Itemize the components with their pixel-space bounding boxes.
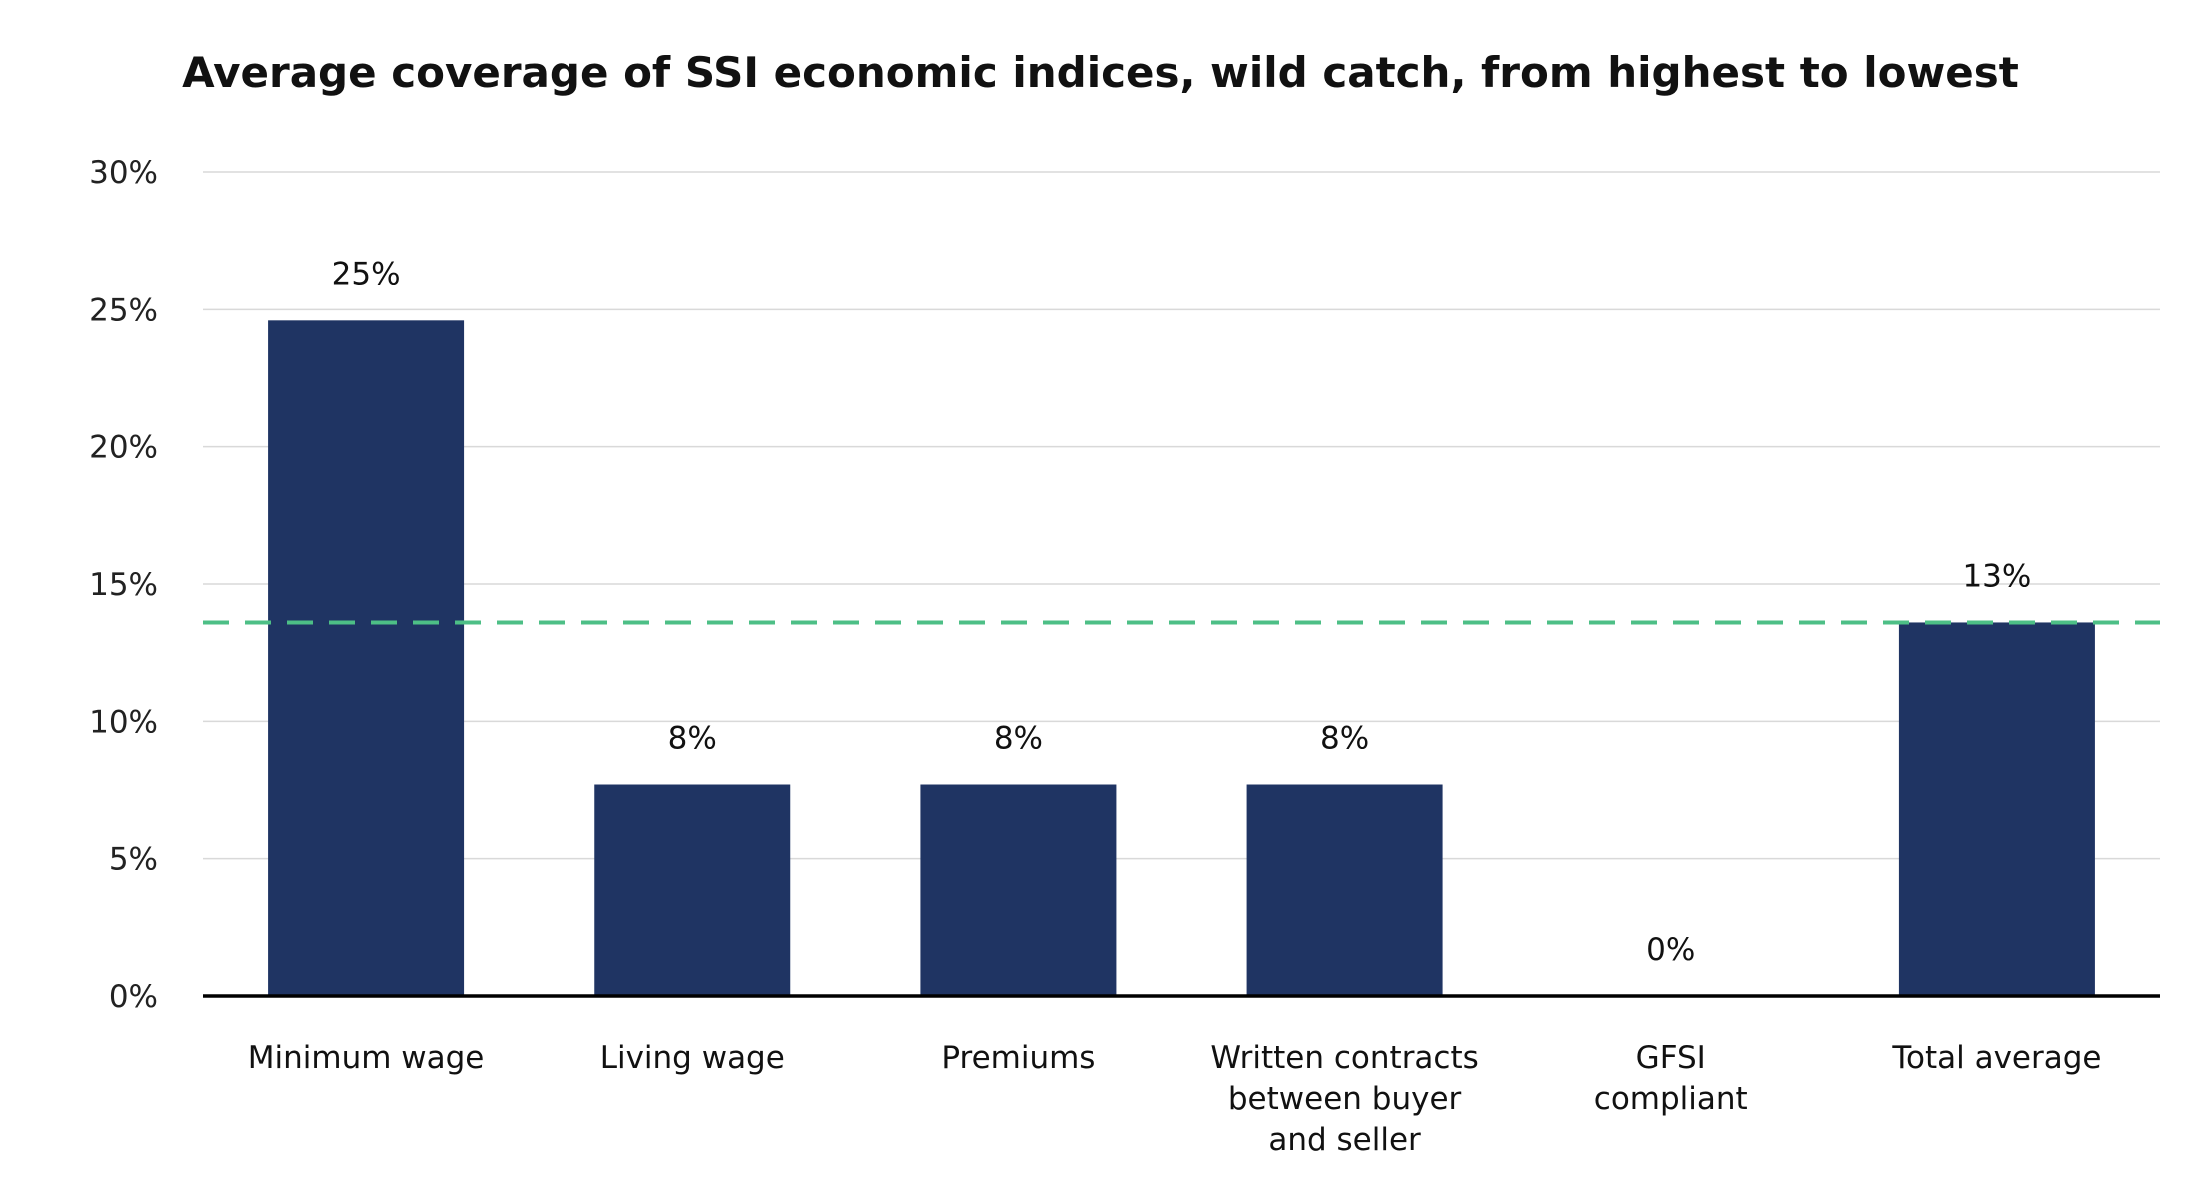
bar: [268, 320, 465, 996]
x-tick-label: Premiums: [941, 1040, 1095, 1076]
bar: [1898, 622, 2095, 996]
y-tick-label: 5%: [109, 842, 158, 878]
x-tick-label: Minimum wage: [248, 1040, 485, 1076]
data-label: 0%: [1646, 932, 1695, 968]
chart-title: Average coverage of SSI economic indices…: [182, 48, 2019, 97]
x-tick-label: Written contracts between buyer and seller: [1210, 1040, 1478, 1158]
x-tick-label-line: Written contracts: [1210, 1040, 1478, 1076]
x-tick-label-line: between buyer: [1228, 1081, 1462, 1117]
data-label: 8%: [994, 721, 1043, 757]
x-tick-label-line: and seller: [1268, 1122, 1421, 1158]
x-tick-label-line: GFSI: [1636, 1040, 1706, 1076]
x-tick-label-line: Minimum wage: [248, 1040, 485, 1076]
bar: [594, 784, 791, 996]
x-tick-label-line: Living wage: [600, 1040, 785, 1076]
bar: [920, 784, 1117, 996]
data-label: 25%: [332, 256, 401, 292]
x-tick-label-line: compliant: [1594, 1081, 1748, 1117]
bar: [1246, 784, 1443, 996]
x-tick-label-line: Premiums: [941, 1040, 1095, 1076]
y-tick-label: 0%: [109, 979, 158, 1015]
y-tick-label: 10%: [89, 704, 158, 740]
y-tick-label: 30%: [89, 155, 158, 191]
x-tick-label-line: Total average: [1891, 1040, 2101, 1076]
x-tick-label: Living wage: [600, 1040, 785, 1076]
data-label: 8%: [1320, 721, 1369, 757]
x-tick-label: GFSI compliant: [1594, 1040, 1748, 1117]
y-tick-label: 20%: [89, 430, 158, 466]
y-tick-label: 25%: [89, 292, 158, 328]
data-label: 8%: [668, 721, 717, 757]
x-tick-label: Total average: [1891, 1040, 2101, 1076]
y-tick-label: 15%: [89, 567, 158, 603]
data-label: 13%: [1962, 558, 2031, 594]
